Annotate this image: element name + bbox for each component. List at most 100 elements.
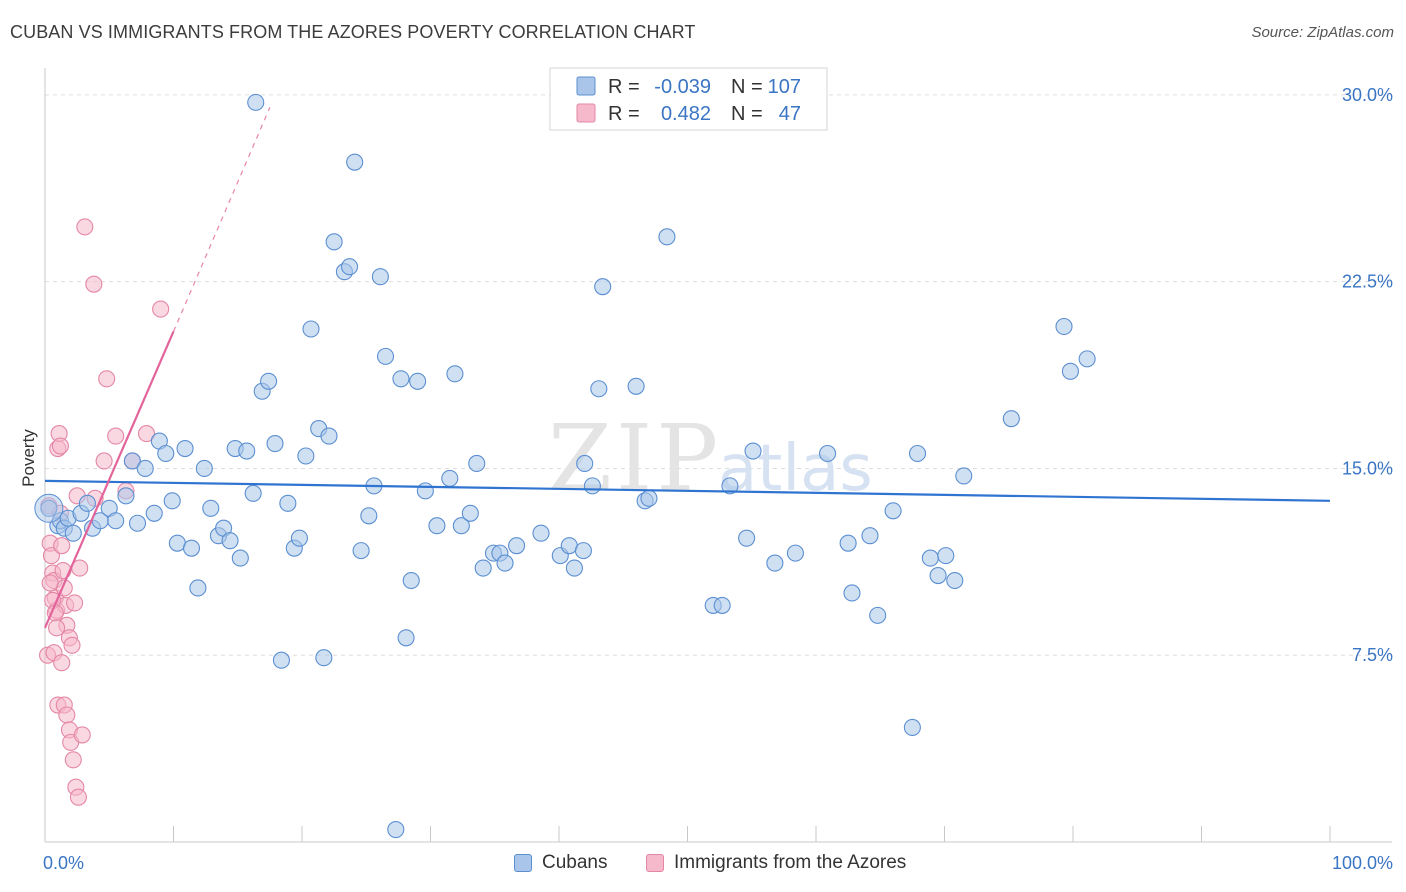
cubans-point: [352, 542, 370, 560]
cubans-point: [325, 233, 343, 251]
azores-point: [76, 218, 94, 236]
cubans-point: [861, 527, 879, 545]
cubans-point: [744, 442, 762, 460]
cubans-point: [34, 493, 64, 523]
cubans-point: [839, 534, 857, 552]
cubans-point: [583, 477, 601, 495]
cubans-point: [346, 153, 364, 171]
azores-point: [137, 425, 156, 443]
legend-n-label-cubans: N =: [731, 76, 763, 98]
azores-point: [51, 437, 69, 455]
cubans-point: [1002, 410, 1020, 428]
cubans-point: [461, 504, 479, 522]
cubans-point: [371, 268, 389, 286]
cubans-point: [221, 532, 239, 550]
legend-frame: [549, 67, 828, 131]
legend-r-value-cubans: -0.039: [654, 76, 711, 98]
bottom-legend-label-cubans: Cubans: [542, 852, 608, 873]
cubans-point: [136, 459, 154, 478]
cubans-point: [78, 494, 96, 512]
cubans-point: [123, 452, 141, 470]
watermark-atlas: atlas: [718, 432, 873, 506]
azores-point: [152, 300, 170, 318]
cubans-point: [416, 482, 434, 500]
cubans-point: [320, 427, 338, 445]
azores-point: [58, 706, 76, 724]
cubans-point: [168, 534, 186, 552]
legend-n-value-azores: 47: [779, 103, 801, 125]
cubans-point: [560, 537, 578, 555]
cubans-point: [946, 571, 964, 590]
cubans-point: [231, 549, 249, 567]
cubans-point: [576, 454, 594, 473]
cubans-point: [107, 512, 125, 530]
cubans-trend-line: [44, 479, 1331, 502]
cubans-point: [786, 544, 804, 562]
bottom-legend-label-azores: Immigrants from the Azores: [674, 852, 907, 873]
cubans-point: [244, 484, 262, 502]
chart-title: CUBAN VS IMMIGRANTS FROM THE AZORES POVE…: [10, 22, 696, 42]
x-tick-labels: 0.0% 100.0%: [43, 853, 1393, 873]
cubans-point: [908, 444, 927, 463]
cubans-point: [640, 489, 658, 507]
cubans-point: [260, 372, 278, 390]
cubans-point: [302, 320, 320, 338]
cubans-point: [117, 487, 135, 505]
legend: R = -0.039 N = 107 R = 0.482 N = 47: [549, 67, 828, 131]
cubans-point: [360, 507, 378, 525]
cubans-point: [496, 554, 514, 572]
legend-r-label-cubans: R =: [608, 76, 640, 98]
cubans-point: [189, 579, 207, 597]
bottom-legend-swatch-cubans: [514, 854, 532, 872]
azores-point: [64, 751, 82, 769]
cubans-point: [128, 514, 147, 532]
y-tick-label: 22.5%: [1342, 272, 1393, 292]
axes: [44, 68, 1392, 843]
cubans-point: [884, 502, 902, 520]
azores-point: [98, 370, 116, 388]
cubans-point: [64, 524, 82, 542]
cubans-point: [163, 492, 181, 510]
azores-point: [95, 452, 113, 470]
azores-point: [41, 574, 59, 592]
y-axis-label: Poverty: [19, 429, 38, 487]
cubans-point: [340, 258, 359, 276]
cubans-point: [1078, 350, 1096, 368]
y-tick-label: 30.0%: [1342, 85, 1393, 105]
cubans-point: [590, 380, 608, 398]
cubans-point: [1061, 362, 1079, 380]
azores-point: [73, 726, 91, 744]
azores-point: [63, 636, 81, 654]
azores-point: [66, 594, 84, 612]
cubans-point: [937, 547, 955, 565]
cubans-point: [903, 718, 921, 736]
azores-point: [53, 537, 71, 555]
cubans-point: [627, 377, 645, 395]
cubans-point: [376, 347, 395, 365]
legend-r-label-azores: R =: [608, 103, 640, 125]
cubans-point: [290, 529, 308, 547]
cubans-point: [468, 454, 486, 473]
watermark-zip: ZIP: [548, 405, 722, 512]
legend-swatch-cubans: [576, 76, 596, 96]
azores-point: [48, 619, 66, 637]
cubans-point: [658, 228, 676, 246]
cubans-point: [508, 537, 526, 555]
cubans-point: [176, 439, 194, 458]
cubans-point: [929, 566, 947, 585]
cubans-point: [409, 372, 427, 390]
bottom-legend-item-cubans: Cubans: [514, 852, 608, 874]
cubans-point: [238, 442, 256, 460]
azores-point: [107, 427, 125, 445]
bottom-legend-item-azores: Immigrants from the Azores: [646, 852, 906, 874]
series-azores-points: [39, 218, 170, 806]
cubans-point: [721, 477, 739, 495]
cubans-point: [955, 467, 973, 485]
source-attribution: Source: ZipAtlas.com: [1251, 24, 1394, 41]
cubans-point: [452, 517, 470, 535]
cubans-point: [387, 820, 405, 839]
cubans-point: [202, 499, 220, 517]
cubans-point: [819, 444, 837, 463]
legend-swatch-azores: [576, 103, 596, 123]
cubans-point: [1055, 317, 1073, 336]
